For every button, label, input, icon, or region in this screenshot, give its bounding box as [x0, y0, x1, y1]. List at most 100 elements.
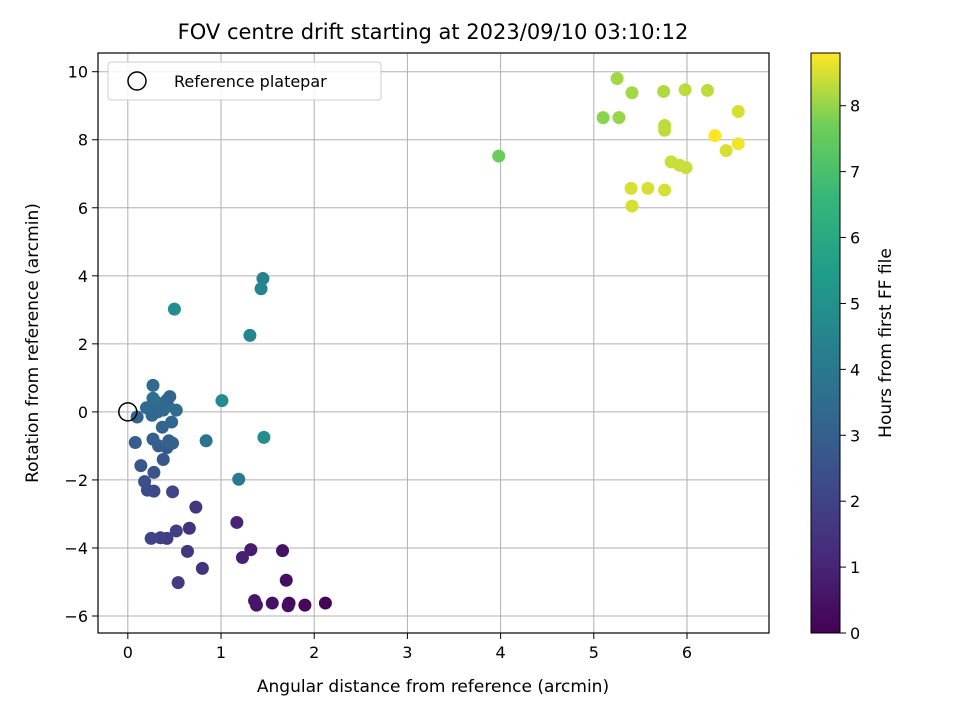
colorbar-tick-label: 7: [850, 163, 860, 182]
x-tick-label: 2: [309, 643, 319, 662]
data-point: [230, 515, 244, 529]
data-point: [144, 531, 158, 545]
data-point: [189, 500, 203, 514]
data-point: [167, 302, 181, 316]
data-point: [171, 576, 185, 590]
data-point: [658, 123, 672, 137]
data-point: [678, 83, 692, 97]
reference-platepar-marker: [118, 402, 138, 422]
colorbar-tick-label: 6: [850, 229, 860, 248]
data-point: [146, 391, 160, 405]
y-tick-label: −2: [64, 471, 88, 490]
data-point: [232, 472, 246, 486]
data-point: [243, 328, 257, 342]
x-axis-label: Angular distance from reference (arcmin): [257, 677, 609, 697]
y-tick-label: 0: [78, 403, 88, 422]
data-point: [156, 453, 170, 467]
chart-title: FOV centre drift starting at 2023/09/10 …: [178, 20, 689, 44]
y-tick-label: −4: [64, 539, 88, 558]
data-point: [492, 149, 506, 163]
colorbar-ticks: 0 1 2 3 4 5 6 7 8: [840, 97, 860, 643]
data-point: [215, 394, 229, 408]
colorbar-tick-label: 5: [850, 294, 860, 313]
legend: Reference platepar: [107, 61, 382, 101]
data-point: [658, 183, 672, 197]
y-tick-label: −6: [64, 607, 88, 626]
data-point: [244, 543, 258, 557]
data-point: [138, 475, 152, 489]
data-point: [163, 390, 177, 404]
x-tick-label: 4: [496, 643, 506, 662]
plot-area: [97, 52, 770, 634]
data-point: [130, 410, 144, 424]
data-point: [281, 599, 295, 613]
data-point: [254, 282, 268, 296]
y-tick-label: 6: [78, 199, 88, 218]
data-point: [199, 434, 213, 448]
data-point: [596, 111, 610, 125]
x-axis-ticks: 0 1 2 3 4 5 6: [123, 633, 692, 662]
x-tick-label: 0: [123, 643, 133, 662]
data-point: [700, 83, 714, 97]
data-point: [182, 521, 196, 535]
data-point: [134, 459, 148, 473]
data-point: [248, 594, 262, 608]
colorbar-tick-label: 2: [850, 492, 860, 511]
legend-reference-marker-icon: [127, 71, 147, 91]
data-point: [719, 144, 733, 158]
x-tick-label: 6: [682, 643, 692, 662]
x-tick-label: 3: [402, 643, 412, 662]
grid-lines: [98, 53, 769, 633]
data-point: [146, 378, 160, 392]
data-point: [318, 596, 332, 610]
colorbar-tick-label: 3: [850, 426, 860, 445]
data-point: [610, 72, 624, 86]
data-point: [612, 111, 626, 125]
data-point: [166, 485, 180, 499]
data-points: [128, 72, 745, 613]
data-point: [139, 401, 153, 415]
colorbar-tick-label: 4: [850, 360, 860, 379]
data-point: [625, 86, 639, 100]
data-point: [657, 84, 671, 98]
data-point: [166, 436, 180, 450]
data-point: [624, 181, 638, 195]
x-tick-label: 1: [216, 643, 226, 662]
data-point: [153, 531, 167, 545]
data-point: [265, 596, 279, 610]
data-point: [169, 524, 183, 538]
data-point: [298, 598, 312, 612]
colorbar-tick-label: 0: [850, 624, 860, 643]
data-point: [146, 432, 160, 446]
colorbar-label: Hours from first FF file: [876, 248, 896, 438]
colorbar-tick-label: 1: [850, 558, 860, 577]
data-point: [625, 199, 639, 213]
plot-frame: [97, 52, 770, 634]
data-point: [276, 544, 290, 558]
colorbar: 0 1 2 3 4 5 6 7 8 Hours from first FF file: [810, 52, 896, 643]
data-point: [731, 105, 745, 119]
legend-label: Reference platepar: [174, 72, 327, 91]
data-point: [195, 561, 209, 575]
data-point: [147, 465, 161, 479]
data-point: [257, 430, 271, 444]
legend-box: [107, 61, 382, 101]
y-tick-label: 4: [78, 267, 88, 286]
data-point: [180, 544, 194, 558]
y-axis-ticks: −6 −4 −2 0 2 4 6 8 10: [64, 63, 98, 626]
y-tick-label: 8: [78, 131, 88, 150]
data-point: [256, 272, 270, 286]
data-point: [128, 436, 142, 450]
data-point: [679, 161, 693, 175]
y-tick-label: 2: [78, 335, 88, 354]
data-point: [165, 415, 179, 429]
data-point: [279, 573, 293, 587]
y-axis-label: Rotation from reference (arcmin): [23, 203, 43, 483]
x-tick-label: 5: [589, 643, 599, 662]
colorbar-tick-label: 8: [850, 97, 860, 116]
y-tick-label: 10: [68, 63, 88, 82]
data-point: [731, 137, 745, 151]
data-point: [641, 181, 655, 195]
